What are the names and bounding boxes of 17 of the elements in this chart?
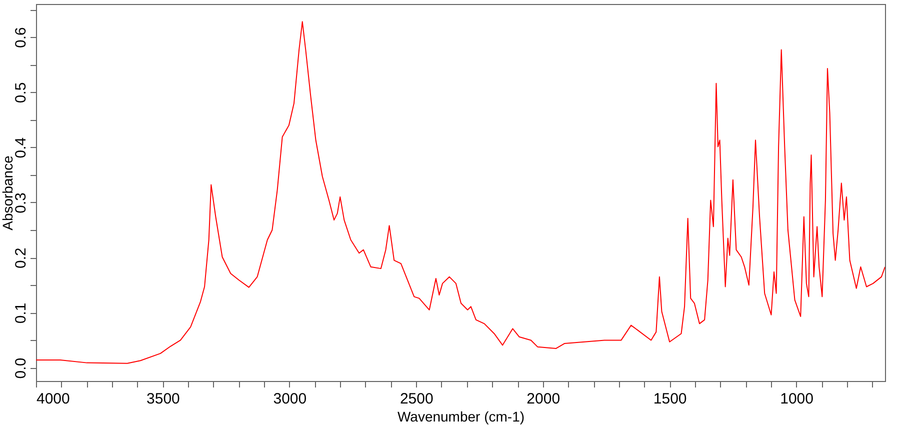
y-tick-label: 0.5 xyxy=(12,82,30,104)
x-tick-label: 3500 xyxy=(146,390,180,408)
x-tick-label: 4000 xyxy=(36,390,70,408)
y-tick-label: 0.4 xyxy=(12,137,30,158)
x-axis-title: Wavenumber (cm-1) xyxy=(397,408,525,424)
x-tick-label: 2000 xyxy=(526,390,560,408)
y-tick-label: 0.1 xyxy=(12,302,30,324)
x-tick-label: 2500 xyxy=(400,390,434,408)
x-tick-label: 1500 xyxy=(653,390,687,408)
y-tick-label: 0.6 xyxy=(12,27,30,48)
x-tick-label: 1000 xyxy=(780,390,814,408)
y-axis-title: Absorbance xyxy=(0,155,16,230)
x-tick-label: 3000 xyxy=(273,390,307,408)
y-tick-label: 0.2 xyxy=(12,248,30,268)
y-tick-label: 0.0 xyxy=(12,358,30,379)
y-tick-label: 0.3 xyxy=(12,192,30,214)
line-series xyxy=(36,21,885,364)
